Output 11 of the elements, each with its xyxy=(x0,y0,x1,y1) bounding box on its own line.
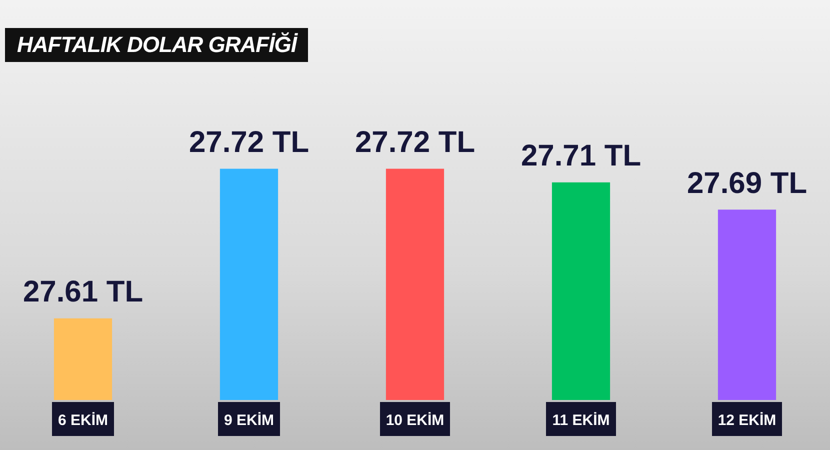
data-label: 27.72 TL xyxy=(354,126,476,160)
x-tick-label: 12 EKİM xyxy=(718,412,776,430)
data-label: 27.72 TL xyxy=(188,126,310,160)
x-tick-label: 9 EKİM xyxy=(224,412,274,430)
x-tick-label: 10 EKİM xyxy=(386,412,444,430)
data-label: 27.61 TL xyxy=(22,276,144,309)
data-label: 27.71 TL xyxy=(520,140,642,173)
data-label: 27.69 TL xyxy=(686,166,808,200)
chart-title: HAFTALIK DOLAR GRAFİĞİ xyxy=(5,28,308,62)
x-tick-label: 6 EKİM xyxy=(58,412,108,430)
x-tick-label: 11 EKİM xyxy=(552,412,610,430)
